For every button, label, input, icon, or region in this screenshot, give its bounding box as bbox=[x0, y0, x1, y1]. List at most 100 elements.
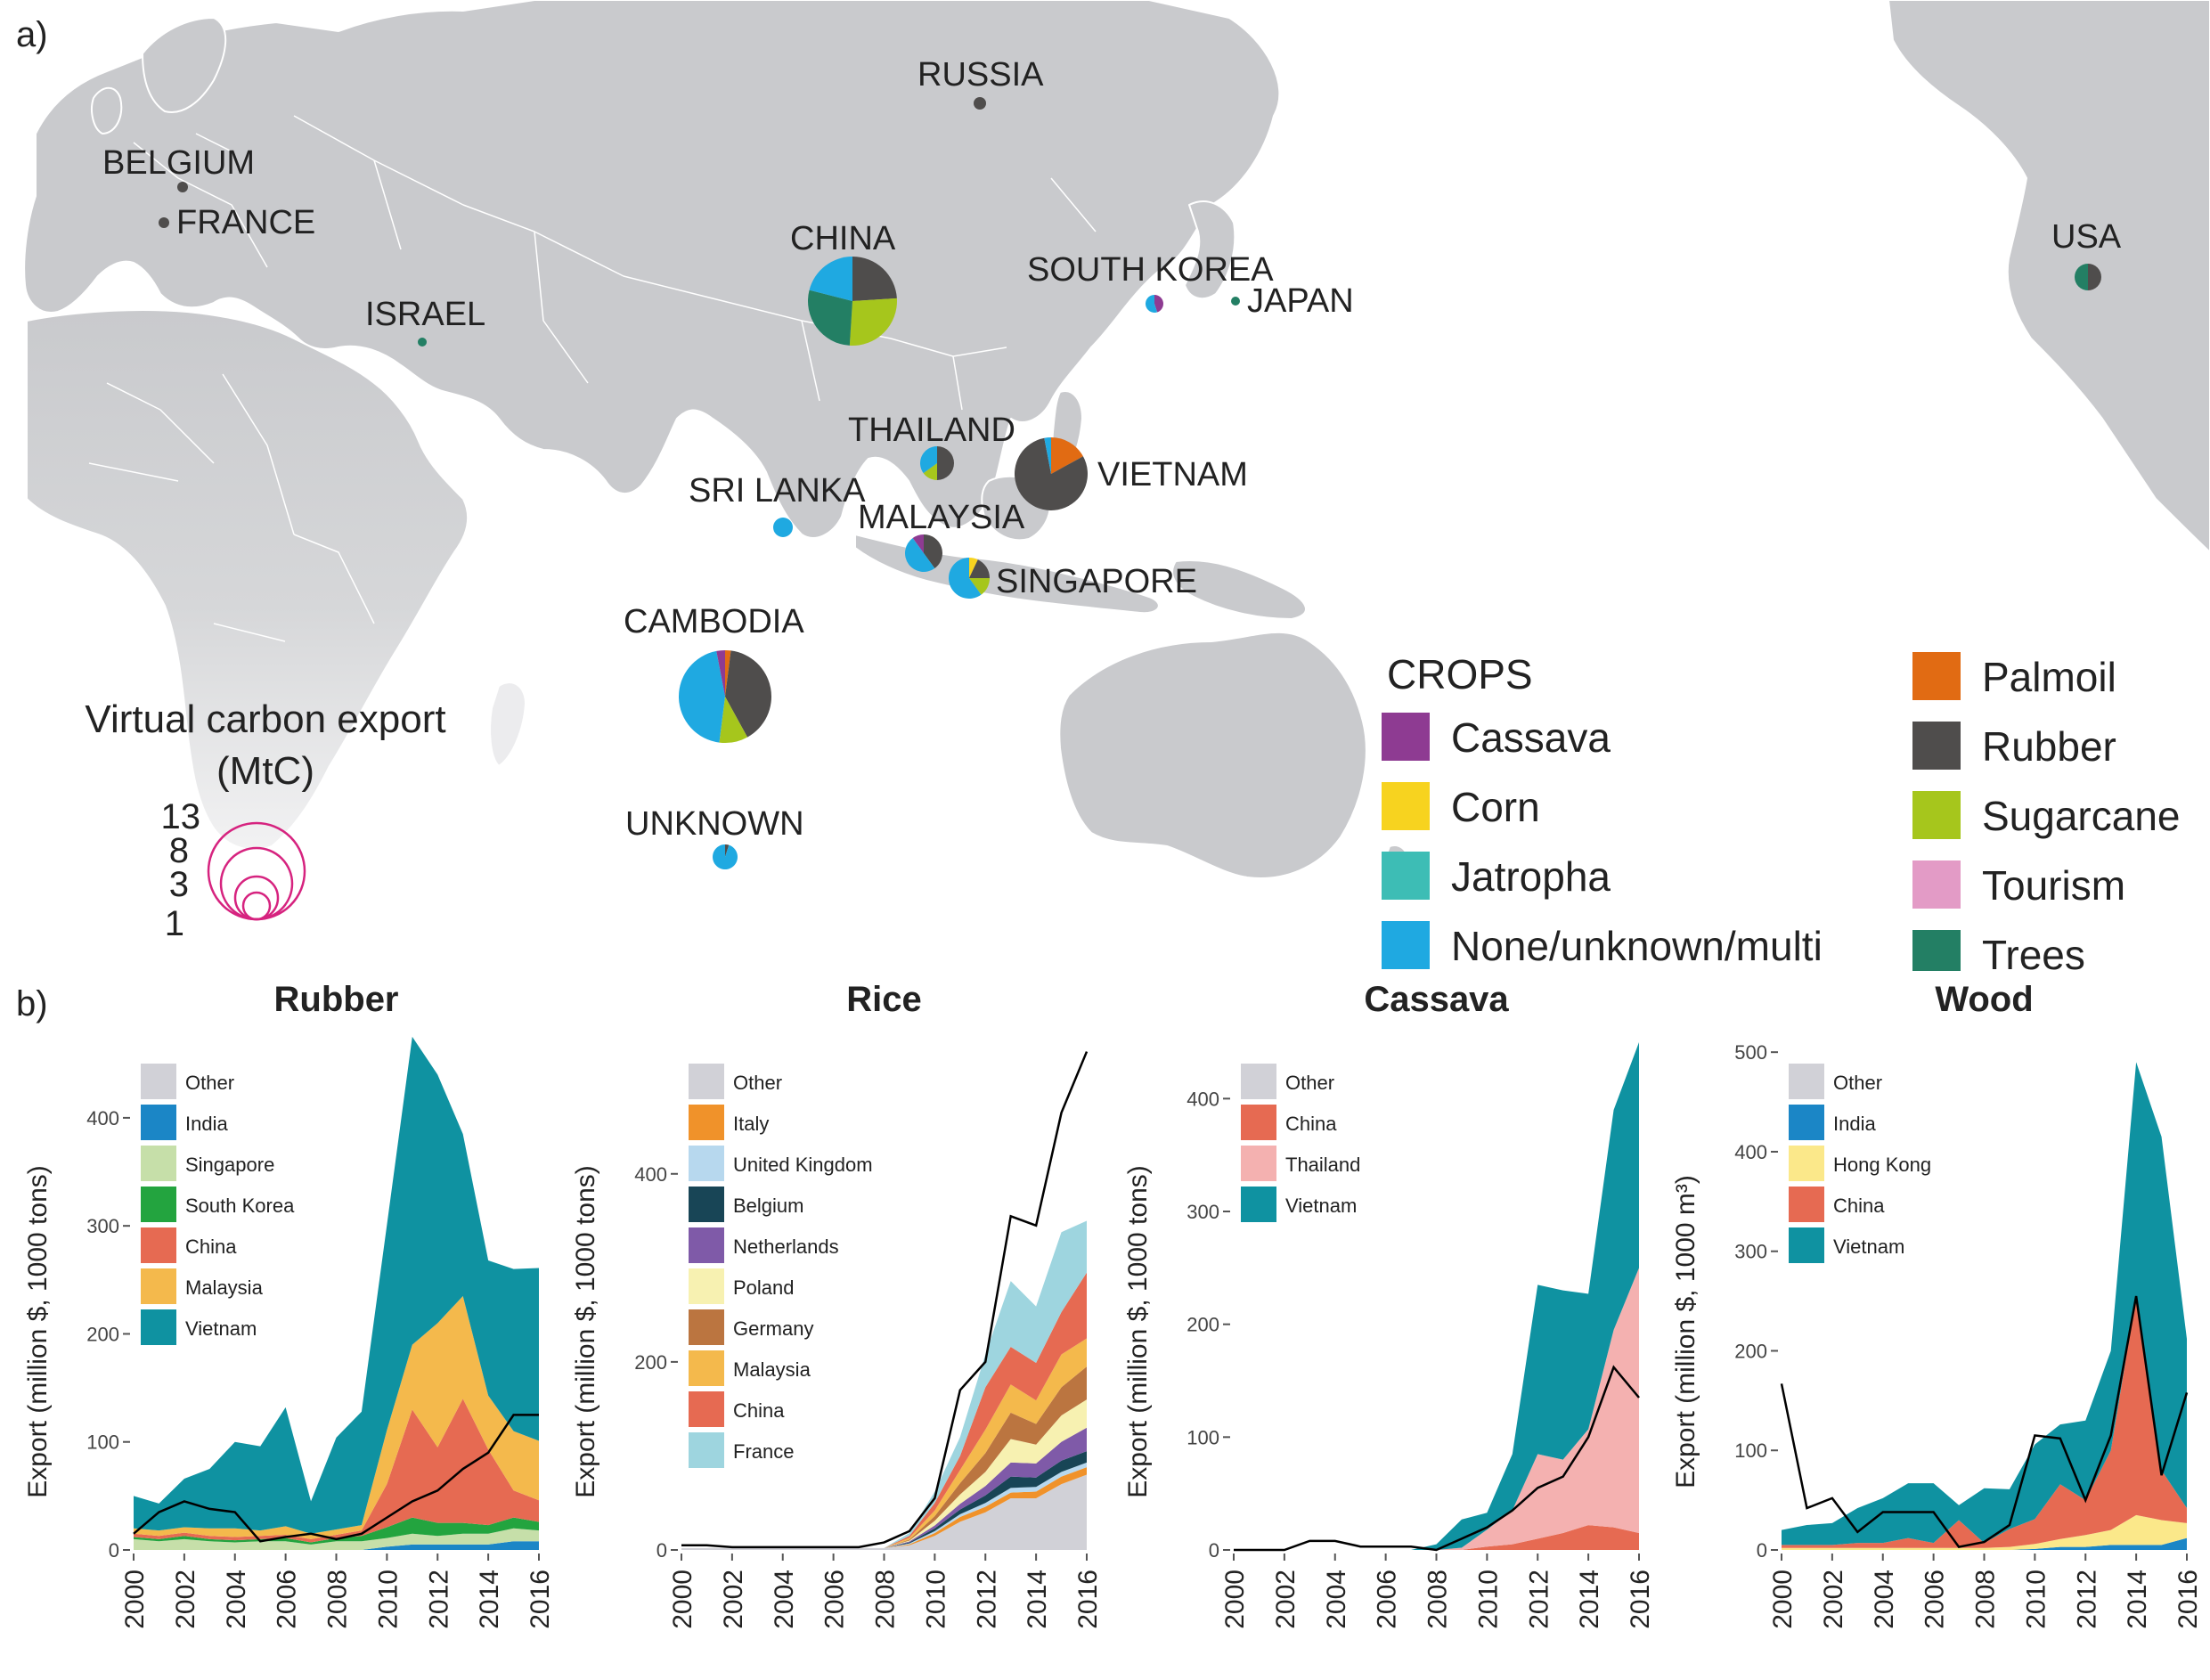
x-tick-label: 2014 bbox=[2123, 1570, 2152, 1629]
chart-title: Rubber bbox=[274, 980, 399, 1019]
thailand-label: THAILAND bbox=[848, 412, 1015, 449]
pie-slice-sugarcane bbox=[849, 298, 897, 346]
legend-swatch-vietnam bbox=[1789, 1227, 1824, 1263]
x-tick-label: 2000 bbox=[668, 1570, 697, 1629]
y-tick-label: 400 bbox=[86, 1107, 119, 1130]
israel-label: ISRAEL bbox=[365, 296, 485, 333]
pie-slice-rubber bbox=[924, 534, 943, 568]
legend-swatch-none-unknown-multi bbox=[1382, 921, 1430, 969]
legend-swatch-china bbox=[689, 1391, 724, 1427]
pie-slice-rubber bbox=[2088, 264, 2101, 290]
x-tick-label: 2012 bbox=[424, 1570, 453, 1629]
legend-label-belgium: Belgium bbox=[733, 1195, 803, 1217]
legend-label-vietnam: Vietnam bbox=[1285, 1195, 1357, 1217]
israel-dot bbox=[418, 338, 427, 347]
y-axis-label: Export (million $, 1000 m³) bbox=[1671, 1175, 1700, 1488]
x-tick-label: 2010 bbox=[373, 1570, 403, 1629]
legend-swatch-france bbox=[689, 1432, 724, 1468]
legend-swatch-vietnam bbox=[1241, 1187, 1276, 1222]
legend-swatch-thailand bbox=[1241, 1146, 1276, 1181]
total-line bbox=[1780, 1295, 2189, 1549]
size-value-1: 1 bbox=[165, 904, 184, 943]
legend-swatch-cassava bbox=[1382, 713, 1430, 761]
france-dot bbox=[159, 217, 169, 228]
legend-label-china: China bbox=[1833, 1195, 1885, 1217]
legend-swatch-netherlands bbox=[689, 1227, 724, 1263]
pie-slice-palmoil bbox=[1051, 437, 1083, 474]
legend-label-poland: Poland bbox=[733, 1276, 795, 1299]
pie-slice-trees bbox=[808, 290, 852, 346]
legend-label-france: France bbox=[733, 1440, 794, 1463]
legend-swatch-jatropha bbox=[1382, 852, 1430, 900]
legend-swatch-india bbox=[1789, 1105, 1824, 1140]
pie-slice-rubber bbox=[725, 650, 771, 738]
y-tick-label: 300 bbox=[86, 1215, 119, 1237]
size-value-8: 8 bbox=[169, 831, 189, 870]
area-china bbox=[134, 1399, 539, 1543]
pie-slice-none-unknown-multi bbox=[948, 558, 982, 599]
y-tick-label: 0 bbox=[656, 1539, 667, 1562]
y-tick-label: 200 bbox=[634, 1351, 667, 1374]
legend-swatch-malaysia bbox=[141, 1268, 176, 1304]
legend-swatch-palmoil bbox=[1912, 652, 1961, 700]
legend-label-palmoil: Palmoil bbox=[1982, 654, 2116, 700]
y-tick-label: 100 bbox=[1187, 1426, 1219, 1448]
legend-swatch-germany bbox=[689, 1309, 724, 1345]
x-tick-label: 2004 bbox=[770, 1570, 799, 1629]
pie-slice-cassava bbox=[716, 650, 725, 697]
legend-label-china: China bbox=[733, 1399, 785, 1422]
south-korea-label: SOUTH KOREA bbox=[1027, 251, 1274, 289]
y-tick-label: 200 bbox=[1734, 1340, 1767, 1362]
russia-dot bbox=[974, 97, 986, 110]
legend-label-malaysia: Malaysia bbox=[733, 1358, 811, 1381]
y-tick-label: 400 bbox=[1187, 1088, 1219, 1110]
legend-label-united-kingdom: United Kingdom bbox=[733, 1154, 873, 1176]
malaysia-label: MALAYSIA bbox=[858, 499, 1025, 536]
x-tick-label: 2004 bbox=[222, 1570, 251, 1629]
legend-label-china: China bbox=[1285, 1113, 1337, 1135]
new-guinea bbox=[1171, 559, 1307, 620]
legend-swatch-other bbox=[1789, 1064, 1824, 1099]
x-tick-label: 2014 bbox=[1575, 1570, 1604, 1629]
legend-label-germany: Germany bbox=[733, 1317, 813, 1340]
chart-title: Wood bbox=[1935, 980, 2033, 1019]
x-tick-label: 2012 bbox=[1524, 1570, 1554, 1629]
legend-swatch-tourism bbox=[1912, 860, 1961, 909]
legend-swatch-singapore bbox=[141, 1146, 176, 1181]
y-tick-label: 0 bbox=[1209, 1539, 1219, 1562]
x-tick-label: 2010 bbox=[2021, 1570, 2051, 1629]
size-legend: Virtual carbon export (MtC) 13 8 3 1 bbox=[85, 697, 445, 943]
legend-label-corn: Corn bbox=[1451, 784, 1540, 830]
size-value-3: 3 bbox=[169, 865, 189, 904]
legend-label-none-unknown-multi: None/unknown/multi bbox=[1451, 923, 1823, 969]
pie-slice-trees bbox=[2075, 264, 2088, 290]
area-india bbox=[134, 1541, 539, 1550]
pie-slice-cassava bbox=[912, 534, 924, 553]
africa bbox=[26, 309, 469, 851]
x-tick-label: 2000 bbox=[120, 1570, 150, 1629]
legend-label-trees: Trees bbox=[1982, 932, 2085, 971]
legend-swatch-china bbox=[1241, 1105, 1276, 1140]
chart-wood: Wood 0 100 200 300 400 500 2000 2002 2004 2006 2008… bbox=[1671, 980, 2203, 1629]
area-vietnam bbox=[1234, 1042, 1639, 1550]
pie-slice-none-unknown-multi bbox=[679, 650, 725, 743]
chart-rice: Rice 0 200 400 2000 2002 2004 2006 2008 2010 2012 2… bbox=[571, 980, 1103, 1629]
scandinavia bbox=[142, 17, 227, 113]
pie-slice-cassava bbox=[1154, 295, 1163, 313]
legend-swatch-other bbox=[141, 1064, 176, 1099]
legend-swatch-india bbox=[141, 1105, 176, 1140]
panel-b-label: b) bbox=[16, 984, 48, 1023]
pie-slice-none-unknown-multi bbox=[713, 844, 738, 869]
legend-swatch-other bbox=[689, 1064, 724, 1099]
legend-swatch-china bbox=[1789, 1187, 1824, 1222]
china-label: CHINA bbox=[790, 220, 896, 257]
total-line bbox=[681, 1051, 1089, 1549]
cambodia-pie bbox=[679, 650, 771, 744]
chart-title: Cassava bbox=[1364, 980, 1509, 1019]
x-tick-label: 2016 bbox=[2173, 1570, 2203, 1629]
x-tick-label: 2006 bbox=[1373, 1570, 1402, 1629]
legend-swatch-italy bbox=[689, 1105, 724, 1140]
crops-legend-items: Cassava Corn Jatropha None/unknown/multi Pal… bbox=[1382, 652, 2181, 971]
area-china bbox=[1234, 1525, 1639, 1550]
x-tick-label: 2004 bbox=[1870, 1570, 1899, 1629]
